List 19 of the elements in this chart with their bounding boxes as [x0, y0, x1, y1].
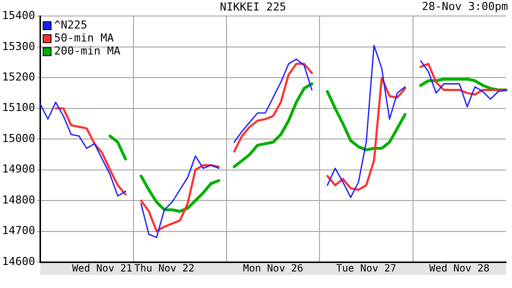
chart-title: NIKKEI 225 [220, 0, 286, 14]
y-tick-label: 15300 [2, 40, 36, 53]
y-tick-label: 14700 [2, 224, 36, 238]
y-tick-label: 15000 [2, 132, 36, 145]
y-tick-label: 14600 [2, 254, 36, 268]
y-tick-label: 15200 [2, 70, 36, 84]
x-tick-label: Wed Nov 28 [429, 264, 490, 275]
legend-label: 50-min MA [54, 32, 114, 45]
x-tick-label: Thu Nov 22 [134, 264, 194, 275]
text: 28-Nov 3:00pm [422, 0, 508, 13]
x-tick-label: Mon Nov 26 [242, 264, 304, 275]
legend-label: ^N225 [54, 18, 88, 32]
y-tick-label: 15400 [2, 9, 36, 22]
y-tick-label: 14800 [2, 193, 36, 206]
legend-label: 200-min MA [54, 44, 121, 58]
y-tick-label: 14900 [2, 162, 36, 176]
x-tick-label: Wed Nov 21 [72, 264, 132, 275]
y-tick-label: 15100 [2, 101, 36, 114]
x-tick-label: Tue Nov 27 [336, 264, 396, 275]
